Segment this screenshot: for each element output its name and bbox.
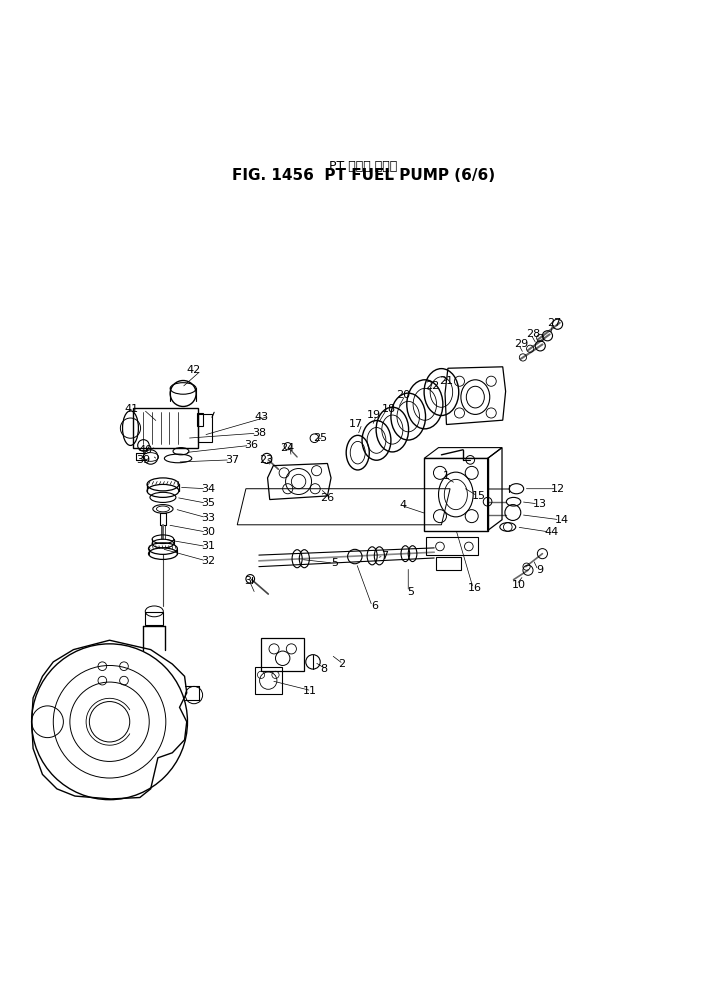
Text: 26: 26: [321, 494, 334, 503]
Text: 4: 4: [400, 500, 406, 510]
Bar: [426, 537, 478, 556]
Text: 10: 10: [512, 580, 526, 589]
Text: 16: 16: [468, 584, 482, 593]
Text: 21: 21: [439, 376, 454, 386]
Text: 17: 17: [349, 418, 364, 429]
Text: 31: 31: [201, 541, 215, 552]
Text: 29: 29: [514, 339, 528, 349]
Text: 28: 28: [526, 329, 540, 339]
Text: 9: 9: [537, 566, 544, 576]
Text: 42: 42: [187, 365, 201, 376]
Text: 36: 36: [245, 440, 259, 450]
Text: 14: 14: [555, 514, 569, 525]
Bar: [424, 459, 488, 530]
Text: 2: 2: [338, 659, 345, 669]
Text: 6: 6: [371, 601, 378, 611]
Text: 40: 40: [139, 445, 153, 455]
Text: 22: 22: [425, 382, 439, 392]
Text: 18: 18: [382, 405, 395, 414]
Text: 44: 44: [544, 527, 558, 537]
Bar: [436, 557, 461, 570]
Text: 5: 5: [407, 586, 414, 597]
Text: 41: 41: [124, 405, 138, 414]
Text: 30: 30: [201, 527, 215, 537]
Bar: [197, 413, 203, 426]
Text: 23: 23: [259, 455, 273, 465]
Text: 38: 38: [252, 428, 266, 438]
Text: 3: 3: [244, 576, 252, 586]
Bar: [145, 612, 164, 625]
Bar: [132, 408, 198, 448]
Text: 15: 15: [472, 491, 486, 501]
Text: 27: 27: [547, 317, 562, 327]
Bar: [198, 414, 212, 442]
Text: 5: 5: [331, 558, 338, 568]
Text: 34: 34: [201, 484, 215, 494]
Text: 1: 1: [443, 472, 450, 482]
Text: 8: 8: [321, 664, 327, 674]
Text: 37: 37: [225, 455, 239, 465]
Text: 19: 19: [367, 410, 382, 420]
Text: FIG. 1456  PT FUEL PUMP (6/6): FIG. 1456 PT FUEL PUMP (6/6): [232, 168, 495, 183]
Text: 33: 33: [201, 512, 215, 522]
Text: 20: 20: [396, 390, 410, 400]
Text: 43: 43: [254, 411, 268, 421]
Text: 25: 25: [313, 433, 327, 443]
Text: 12: 12: [551, 484, 566, 494]
Bar: [254, 667, 282, 694]
Text: 35: 35: [201, 498, 215, 508]
Text: 11: 11: [302, 685, 316, 695]
Text: 32: 32: [201, 556, 215, 566]
Text: 39: 39: [137, 455, 150, 465]
Text: 7: 7: [382, 551, 389, 561]
Text: 13: 13: [533, 498, 547, 509]
Text: 24: 24: [281, 443, 295, 453]
Text: PT フェル ポンプ: PT フェル ポンプ: [329, 160, 398, 173]
Bar: [261, 639, 305, 671]
